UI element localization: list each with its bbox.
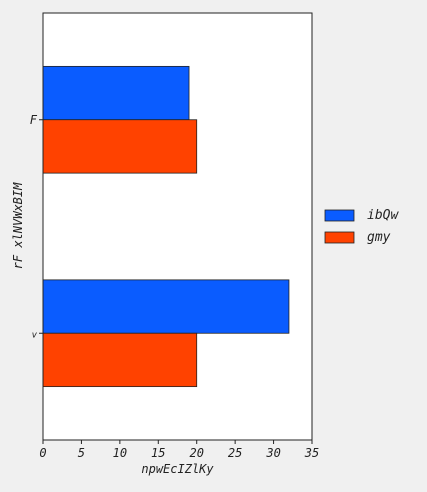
x-tick-label: 10 (113, 446, 127, 460)
x-tick-label: 20 (189, 446, 203, 460)
x-tick-label: 0 (39, 446, 46, 460)
x-axis-label: npwEcIZlKy (141, 462, 214, 476)
legend-swatch-gmy (324, 231, 355, 244)
x-tick-label: 30 (265, 446, 280, 460)
bar-gmy-F (42, 119, 198, 174)
x-tick-label: 25 (228, 446, 242, 460)
x-tick-label: 35 (304, 446, 319, 460)
bar-gmy-v (42, 332, 198, 388)
y-axis-label: rF xlNVWxBIM (11, 182, 25, 269)
legend-label-gmy: gmy (367, 230, 391, 245)
bar-ibQw-v (42, 279, 290, 334)
legend-swatch-ibQw (324, 209, 355, 222)
plot-frame (42, 12, 313, 441)
bar-ibQw-F (42, 65, 190, 121)
x-ticks: 0 5 10 15 20 25 30 35 (39, 440, 319, 460)
y-tick-label: F (30, 113, 38, 127)
legend-label-ibQw: ibQw (367, 208, 399, 223)
bars-layer (42, 65, 290, 388)
x-tick-label: 15 (151, 446, 165, 460)
y-ticks: vF (30, 113, 43, 340)
x-tick-label: 5 (78, 446, 85, 460)
y-tick-label: v (32, 330, 38, 340)
legend: ibQw gmy (324, 208, 399, 245)
